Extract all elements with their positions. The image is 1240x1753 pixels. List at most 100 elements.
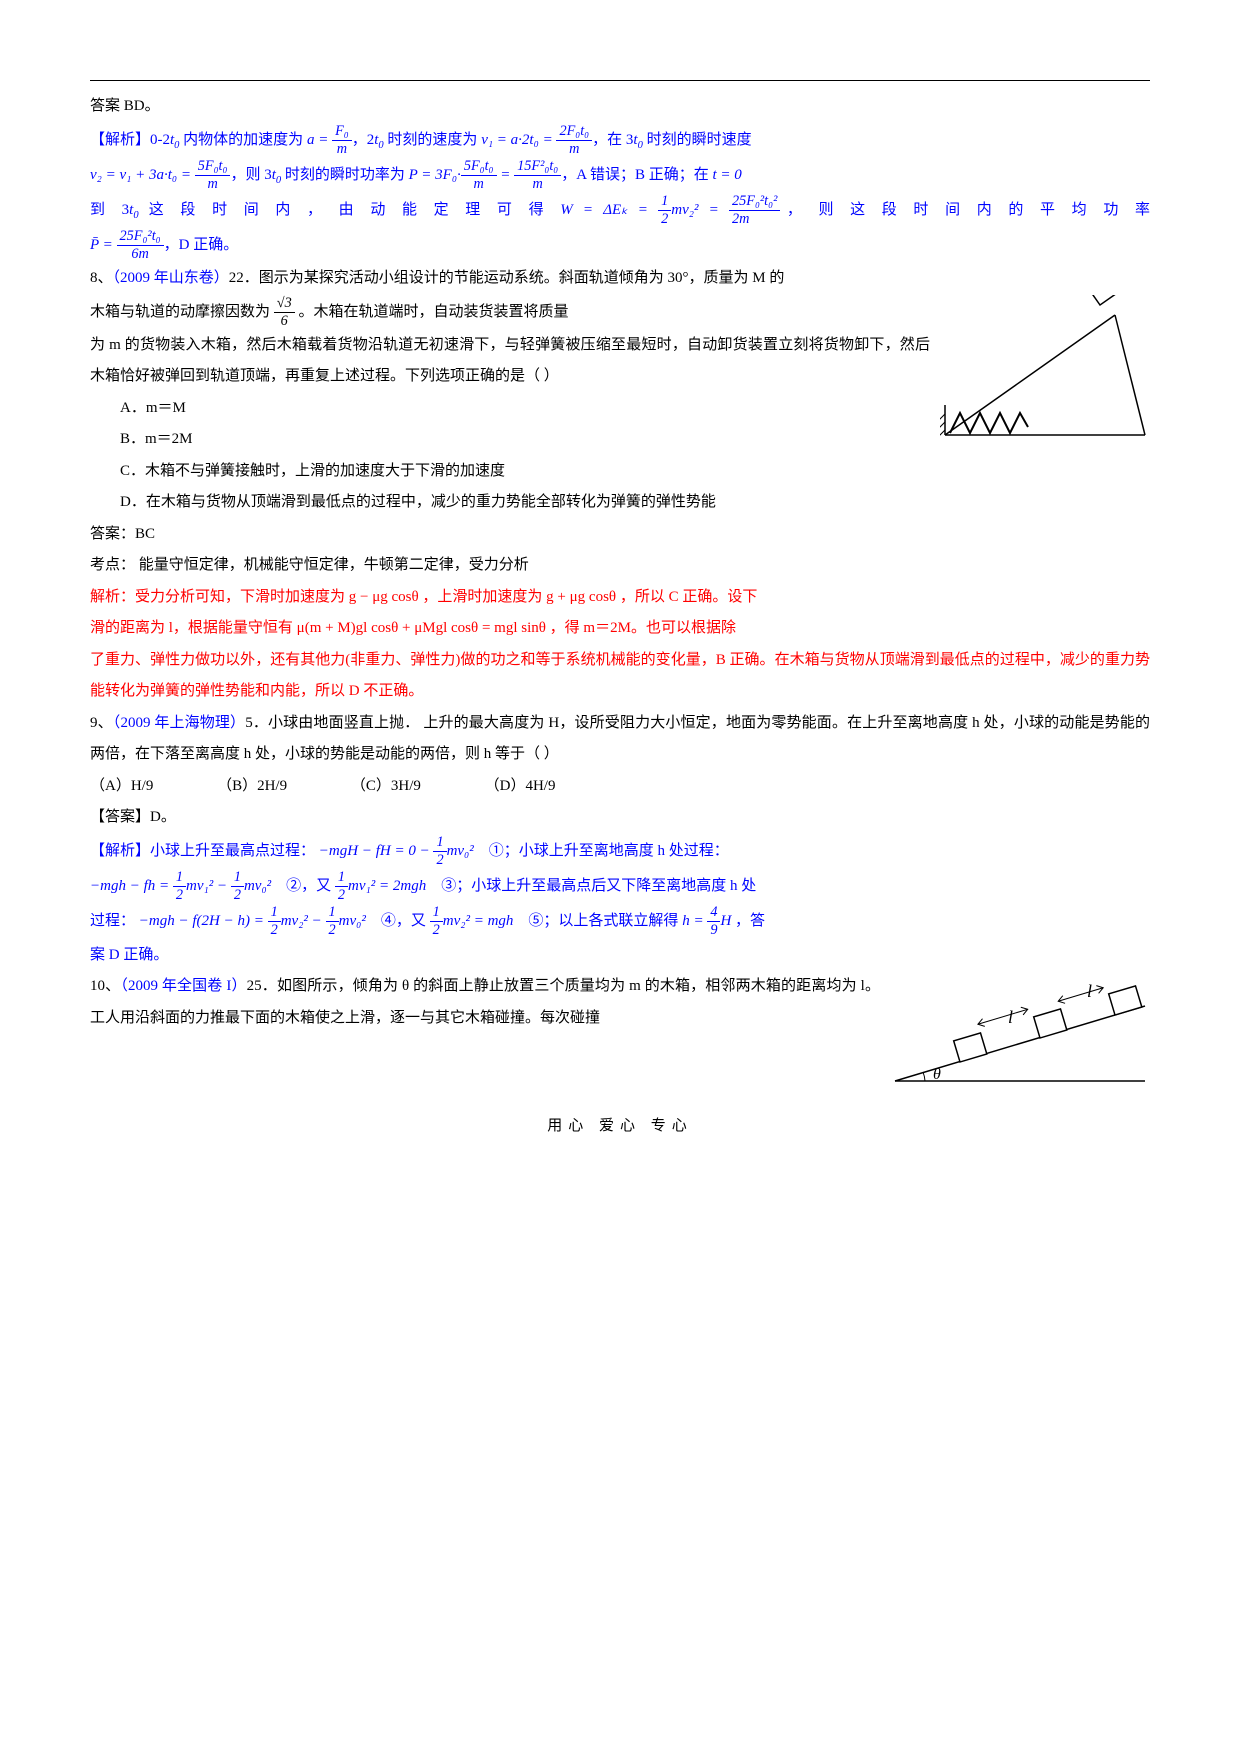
- theta-label: θ: [933, 1066, 941, 1083]
- num: 15F²₀t₀: [514, 158, 561, 176]
- text: 内物体的加速度为: [179, 132, 307, 148]
- num: 1: [335, 869, 348, 887]
- q9-optB: （B）2H/9: [217, 778, 287, 794]
- pbar: P̄ =: [90, 237, 117, 253]
- num: F₀: [332, 123, 352, 141]
- q8-expl2: 滑的距离为 l，根据能量守恒有 μ(m + M)gl cosθ + μMgl c…: [90, 613, 1150, 645]
- circ5: ⑤；以上各式联立解得: [513, 913, 682, 929]
- t0: t = 0: [713, 167, 742, 183]
- l-label-2: l: [1087, 981, 1092, 1001]
- frac-v2: 5F₀t₀m: [195, 158, 231, 193]
- circ2: ②，又: [271, 878, 331, 894]
- page-footer: 用心 爱心 专心: [90, 1111, 1150, 1143]
- num: 5F₀t₀: [461, 158, 497, 176]
- q9-answer: 【答案】D。: [90, 802, 1150, 834]
- den: m: [332, 141, 352, 158]
- q10-figure: θ l: [890, 971, 1150, 1091]
- answer-bd: 答案 BD。: [90, 91, 1150, 123]
- p-eq: P = 3F₀·: [409, 167, 461, 183]
- frac-p2: 15F²₀t₀m: [514, 158, 561, 193]
- eq: =: [497, 167, 515, 183]
- text: 小球上升至最高点过程：: [150, 843, 315, 859]
- a-eq: a =: [307, 132, 332, 148]
- frac-w2: 25F₀²t₀²2m: [729, 193, 780, 228]
- den: 2: [430, 922, 443, 939]
- q8-topic: 考点： 能量守恒定律，机械能守恒定律，牛顿第二定律，受力分析: [90, 550, 1150, 582]
- mv02: mv₀²: [244, 878, 271, 894]
- q9-optA: （A）H/9: [90, 778, 153, 794]
- mv12: mv₁² −: [186, 878, 231, 894]
- q9-optC: （C）3H/9: [351, 778, 421, 794]
- den: m: [461, 176, 497, 193]
- den: 2: [173, 887, 186, 904]
- eq3: −mgh − f(2H − h) =: [139, 913, 268, 929]
- circ3: ③；: [426, 878, 471, 894]
- half: 12: [433, 834, 446, 869]
- q8-text1: 图示为某探究活动小组设计的节能运动系统。斜面轨道倾角为 30°，质量为 M 的: [259, 270, 785, 286]
- q9-head: 9、: [90, 715, 113, 731]
- den: m: [514, 176, 561, 193]
- text: ，则 3: [230, 167, 271, 183]
- q10-body: θ l: [90, 971, 1150, 1091]
- den: 2: [231, 887, 244, 904]
- num: √3: [274, 295, 295, 313]
- half: 12: [335, 869, 348, 904]
- text: 【解析】0-2: [90, 132, 170, 148]
- q8-source: （2009 年山东卷）: [113, 270, 229, 286]
- analysis-line2: v₂ = v₁ + 3a·t₀ = 5F₀t₀m，则 3t0 时刻的瞬时功率为 …: [90, 158, 1150, 193]
- num: 2F₀t₀: [556, 123, 592, 141]
- num: 1: [268, 904, 281, 922]
- frac-h: 49: [707, 904, 720, 939]
- q8-expl3: 了重力、弹性力做功以外，还有其他力(非重力、弹性力)做的功之和等于系统机械能的变…: [90, 645, 1150, 708]
- text: ，2: [352, 132, 375, 148]
- q8-optC: C．木箱不与弹簧接触时，上滑的加速度大于下滑的加速度: [120, 456, 1150, 488]
- den: m: [556, 141, 592, 158]
- q8-optD: D．在木箱与货物从顶端滑到最低点的过程中，减少的重力势能全部转化为弹簧的弹性势能: [120, 487, 1150, 519]
- text: 时刻的速度为: [384, 132, 482, 148]
- circ4: ④，又: [366, 913, 426, 929]
- text: 。木箱在轨道端时，自动装货装置将质量: [298, 304, 568, 320]
- num: 5F₀t₀: [195, 158, 231, 176]
- half: 12: [231, 869, 244, 904]
- half: 12: [268, 904, 281, 939]
- num: 4: [707, 904, 720, 922]
- q8-expl1: 解析：受力分析可知，下滑时加速度为 g − μg cosθ ，上滑时加速度为 g…: [90, 582, 1150, 614]
- analysis-line4: P̄ = 25F₀²t₀6m，D 正确。: [90, 228, 1150, 263]
- num: 25F₀²t₀: [117, 228, 164, 246]
- den: m: [195, 176, 231, 193]
- tail: ，答: [731, 913, 765, 929]
- den: 9: [707, 922, 720, 939]
- frac-half: 12: [658, 193, 671, 228]
- text: ，A 错误；B 正确；在: [561, 167, 712, 183]
- q9-num: 5．: [245, 715, 268, 731]
- eq2a: −mgh − fh =: [90, 878, 173, 894]
- text: 时刻的瞬时功率为: [281, 167, 409, 183]
- text: 木箱与轨道的动摩擦因数为: [90, 304, 270, 320]
- eq1: −mgH − fH = 0 −: [319, 843, 434, 859]
- text: 过程：: [90, 913, 135, 929]
- frac-p1: 5F₀t₀m: [461, 158, 497, 193]
- num: 1: [658, 193, 671, 211]
- den: 2: [326, 922, 339, 939]
- num: 25F₀²t₀²: [729, 193, 780, 211]
- num: 1: [433, 834, 446, 852]
- text: ， 则 这 段 时 间 内 的 平 均 功 率: [780, 202, 1150, 218]
- q9-expl-line4: 案 D 正确。: [90, 940, 1150, 972]
- den: 6: [274, 313, 295, 330]
- text: ，在 3: [592, 132, 633, 148]
- mv22: mv₂² −: [281, 913, 326, 929]
- open: 【解析】: [90, 843, 150, 859]
- text: 小球上升至最高点后又下降至离地高度 h 处: [471, 878, 756, 894]
- analysis-line3: 到 3t0 这 段 时 间 内 ， 由 动 能 定 理 可 得 W = ΔEₖ …: [90, 193, 1150, 228]
- text: 这 段 时 间 内 ， 由 动 能 定 理 可 得: [139, 202, 561, 218]
- text: 到 3: [90, 202, 129, 218]
- q9-optD: （D）4H/9: [485, 778, 556, 794]
- q8-body: 木箱与轨道的动摩擦因数为 √36 。木箱在轨道端时，自动装货装置将质量 为 m …: [90, 295, 1150, 519]
- den: 2m: [729, 211, 780, 228]
- q9-expl-line3: 过程： −mgh − f(2H − h) = 12mv₂² − 12mv₀² ④…: [90, 904, 1150, 939]
- v2-eq: v₂ = v₁ + 3a·t₀ =: [90, 167, 195, 183]
- q8-figure: [940, 295, 1150, 450]
- den: 2: [433, 852, 446, 869]
- h-eq: h =: [682, 913, 707, 929]
- num: 1: [430, 904, 443, 922]
